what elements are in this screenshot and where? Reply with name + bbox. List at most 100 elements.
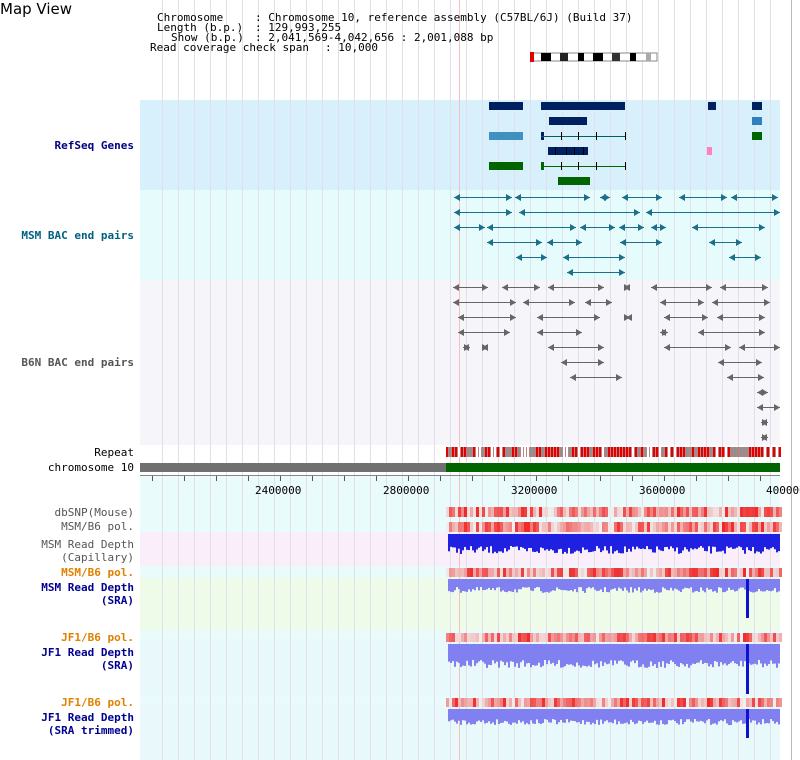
depth-bar [698,534,700,548]
heat-cell [572,522,575,532]
heat-cell [587,633,590,642]
depth-bar [632,579,634,593]
bac-end-right [759,224,765,231]
heat-cell [665,507,668,517]
depth-bar [708,644,710,667]
depth-bar [472,534,474,551]
depth-bar [762,709,764,720]
depth-bar [694,709,696,720]
heat-cell [680,568,683,577]
track-label-msm-read-depth-capillary[interactable]: MSM Read Depth [41,538,134,551]
depth-bar [466,534,468,550]
depth-bar [588,644,590,666]
track-label-refseq-genes[interactable]: RefSeq Genes [54,139,134,152]
heat-cell [491,568,494,577]
repeat-element [758,447,760,457]
heat-cell [536,568,539,577]
heat-cell [590,507,593,517]
depth-bar [764,579,766,592]
repeat-element [674,447,676,457]
depth-bar [466,709,468,725]
depth-bar [604,579,606,588]
depth-bar [564,534,566,552]
depth-bar [666,644,668,664]
track-label-b6n-bac-end-pairs[interactable]: B6N BAC end pairs [21,356,134,369]
depth-bar [648,644,650,667]
heat-cell [734,698,737,707]
repeat-element [689,447,691,457]
track-label-jf1-b6-pol-1[interactable]: JF1/B6 pol. [61,631,134,644]
depth-bar [728,644,730,665]
depth-bar [640,644,642,667]
depth-bar [498,534,500,552]
heat-cell [674,633,677,642]
heat-cell [686,568,689,577]
heat-cell [644,507,647,517]
depth-bar [678,709,680,725]
depth-bar [630,579,632,588]
jf1-depth-sra [448,644,780,694]
heat-cell [608,522,611,532]
depth-bar [734,644,736,664]
heat-cell [563,522,566,532]
depth-bar [504,579,506,592]
heat-cell [701,568,704,577]
heat-cell [761,633,764,642]
heat-cell [485,522,488,532]
track-label-msm-b6-pol-2[interactable]: MSM/B6 pol. [61,566,134,579]
heat-cell [770,633,773,642]
track-label-dbsnp[interactable]: dbSNP(Mouse) [54,506,134,519]
bac-end-left [458,314,464,321]
heat-cell [524,568,527,577]
heat-cell [473,522,476,532]
heat-cell [743,522,746,532]
depth-bar [730,534,732,548]
heat-cell [779,633,782,642]
depth-bar [530,709,532,721]
track-label-msm-read-depth-sra[interactable]: MSM Read Depth [41,581,134,594]
track-label-jf1-b6-pol-2[interactable]: JF1/B6 pol. [61,696,134,709]
bac-end-right [702,314,708,321]
heat-cell [740,507,743,517]
heat-cell [749,522,752,532]
heat-cell [740,568,743,577]
track-label-msm-b6-pol-1[interactable]: MSM/B6 pol. [61,520,134,533]
heat-cell [707,633,710,642]
track-label-jf1-read-depth-sra[interactable]: JF1 Read Depth [41,646,134,659]
heat-cell [668,698,671,707]
bac-end-right [598,359,604,366]
bac-end-right [721,194,727,201]
heat-cell [593,507,596,517]
depth-bar [538,644,540,663]
depth-bar [608,579,610,593]
depth-bar [496,534,498,554]
heat-cell [647,633,650,642]
depth-bar [534,534,536,553]
track-label-jf1-read-depth-trimmed[interactable]: JF1 Read Depth [41,711,134,724]
bac-end-left [516,254,522,261]
repeat-element [470,447,472,457]
heat-cell [704,633,707,642]
heat-cell [722,698,725,707]
heat-cell [449,507,452,517]
heat-cell [557,522,560,532]
heat-cell [626,568,629,577]
depth-bar [476,709,478,722]
depth-bar [526,579,528,588]
heat-cell [731,507,734,517]
heat-cell [638,522,641,532]
depth-bar [726,709,728,724]
bac-end-right [536,239,542,246]
track-label-msm-bac-end-pairs[interactable]: MSM BAC end pairs [21,229,134,242]
depth-bar [666,709,668,725]
heat-cell [635,633,638,642]
depth-bar [578,579,580,588]
heat-cell [506,633,509,642]
heat-cell [614,507,617,517]
depth-bar [494,579,496,591]
depth-bar [490,644,492,666]
jf1-depth-trimmed [448,709,780,738]
repeat-element [500,447,502,457]
heat-cell [521,568,524,577]
